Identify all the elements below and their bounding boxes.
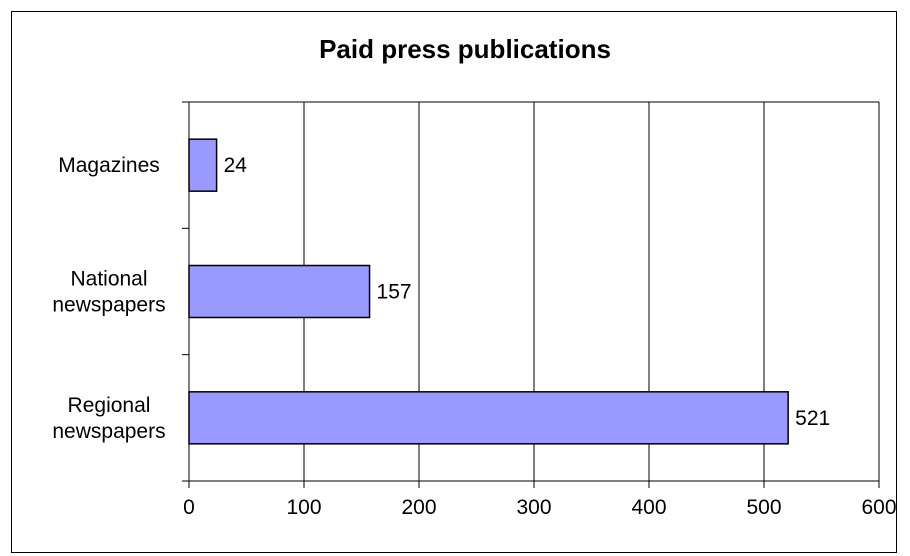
x-tick-label: 0: [183, 496, 195, 519]
chart-title: Paid press publications: [319, 34, 611, 64]
x-tick-label: 200: [401, 496, 436, 519]
bar: [188, 391, 789, 445]
x-tick-label: 600: [861, 496, 896, 519]
category-labels: Magazines National newspapers Regional newsp…: [52, 154, 165, 443]
data-label: 521: [795, 407, 830, 430]
chart-frame: [11, 11, 897, 553]
data-label: 157: [377, 281, 412, 304]
x-tick-label: 500: [746, 496, 781, 519]
data-labels: 24 157 521: [224, 154, 831, 430]
x-tick-label: 300: [516, 496, 551, 519]
axes: [182, 101, 880, 488]
x-tick-labels: 0 100 200 300 400 500 600: [183, 496, 896, 519]
bar: [188, 264, 371, 319]
data-label: 24: [224, 154, 248, 177]
x-tick-label: 400: [631, 496, 666, 519]
x-tick-label: 100: [286, 496, 321, 519]
bar: [188, 138, 218, 192]
category-label: Regional newspapers: [52, 394, 165, 443]
category-label: National newspapers: [52, 268, 165, 317]
bars: [188, 138, 789, 445]
category-label: Magazines: [58, 154, 160, 177]
